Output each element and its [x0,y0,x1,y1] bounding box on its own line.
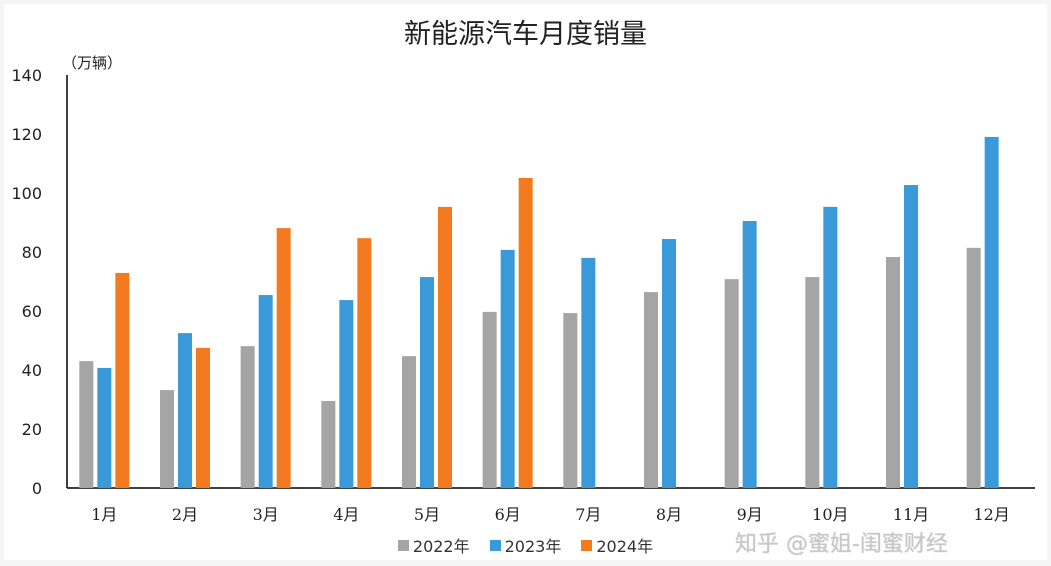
bar-2023年-12月 [984,136,999,488]
bar-2024年-1月 [115,272,130,488]
bar-2023年-7月 [581,257,596,488]
bar-2022年-6月 [482,311,497,488]
y-tick-label: 120 [11,125,42,144]
bar-2023年-4月 [339,300,354,488]
bar-2022年-11月 [886,257,900,488]
y-tick-label: 100 [11,184,42,203]
bar-2022年-8月 [644,292,658,488]
x-tick-label: 8月 [656,505,682,524]
x-tick-label: 3月 [253,505,279,524]
y-axis-unit-label: （万辆） [62,54,123,72]
x-tick-label: 9月 [737,505,763,524]
bar-2023年-11月 [904,185,918,488]
bar-2022年-7月 [563,313,578,488]
y-tick-label: 40 [22,361,42,380]
bar-2022年-10月 [805,277,820,488]
y-tick-label: 80 [22,243,42,262]
legend-swatch [489,539,501,551]
bar-2024年-2月 [196,347,210,488]
y-tick-label: 0 [32,479,42,498]
bar-2022年-3月 [240,346,255,488]
x-tick-label: 7月 [575,505,601,524]
legend-item: 2023年 [489,533,562,557]
legend-swatch [397,539,409,551]
bar-2023年-2月 [178,333,192,488]
legend-item: 2022年 [397,533,470,557]
x-tick-label: 11月 [893,505,929,524]
x-tick-label: 5月 [414,505,440,524]
bar-2022年-12月 [966,247,981,488]
x-tick-label: 2月 [172,505,198,524]
x-tick-label: 4月 [333,505,359,524]
y-tick-label: 140 [11,66,42,85]
bar-2024年-6月 [518,177,533,488]
bar-2022年-9月 [724,279,739,488]
bar-2023年-5月 [420,277,434,488]
legend-label: 2022年 [412,537,470,556]
chart-title: 新能源汽车月度销量 [404,19,647,50]
bar-2023年-8月 [662,239,676,488]
legend-label: 2023年 [504,537,562,556]
bar-2023年-9月 [742,221,757,488]
y-tick-label: 20 [22,420,42,439]
legend-swatch [581,539,593,551]
bar-2024年-3月 [276,228,291,489]
bar-2024年-4月 [357,238,372,488]
legend: 2022年 2023年 2024年 [0,533,1051,557]
y-tick-label: 60 [22,302,42,321]
bar-2022年-5月 [402,356,416,488]
legend-label: 2024年 [596,537,654,556]
x-tick-label: 10月 [812,505,848,524]
x-tick-label: 12月 [973,505,1009,524]
bar-2023年-10月 [823,206,838,489]
legend-item: 2024年 [581,533,653,557]
bar-2022年-1月 [79,361,94,488]
bar-2023年-6月 [500,249,515,488]
x-tick-label: 1月 [91,505,117,524]
x-tick-label: 6月 [495,505,521,524]
bar-2023年-1月 [97,367,112,488]
bar-2022年-2月 [160,390,174,488]
bar-2023年-3月 [258,295,273,488]
bar-2024年-5月 [438,206,452,489]
bar-2022年-4月 [321,400,336,488]
watermark: 知乎 @蜜姐-闺蜜财经 [735,532,948,557]
